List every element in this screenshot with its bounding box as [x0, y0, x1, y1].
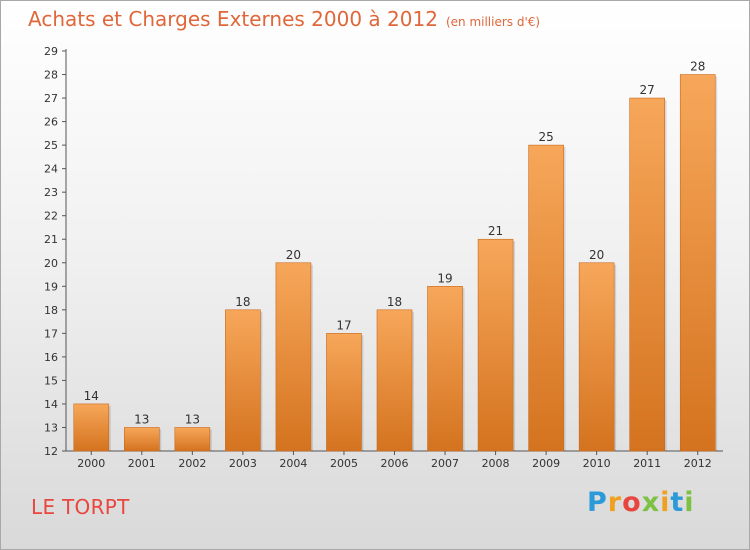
- title-line: Achats et Charges Externes 2000 à 2012 (e…: [28, 7, 540, 31]
- bar-value-label: 18: [235, 295, 250, 309]
- commune-name: LE TORPT: [31, 495, 130, 519]
- bar: [225, 309, 261, 452]
- y-tick-label: 23: [44, 186, 58, 199]
- x-tick-label: 2006: [381, 457, 409, 470]
- bar-value-label: 18: [387, 295, 402, 309]
- y-tick-label: 14: [44, 398, 58, 411]
- bar: [629, 97, 665, 452]
- y-tick-label: 21: [44, 233, 58, 246]
- bar: [326, 333, 362, 452]
- bar: [578, 262, 615, 452]
- x-tick-label: 2011: [633, 457, 661, 470]
- bar: [528, 144, 564, 452]
- x-axis-ticks: 2000 2001 2002 2003 2004 2005 2006 2007 2008 2009…: [77, 451, 712, 470]
- chart-title: Achats et Charges Externes 2000 à 2012: [28, 7, 438, 31]
- y-tick-label: 22: [44, 210, 58, 223]
- x-tick-label: 2012: [684, 457, 712, 470]
- bar-value-label: 13: [134, 412, 149, 426]
- bar-value-label: 28: [690, 60, 705, 74]
- y-tick-label: 13: [44, 421, 58, 434]
- bars: 14 13 13 18 20 17 18 19 21 25 20 27 28: [73, 60, 718, 452]
- y-tick-label: 18: [44, 304, 58, 317]
- bar: [427, 285, 463, 452]
- x-tick-label: 2010: [583, 457, 611, 470]
- bar-value-label: 25: [538, 130, 553, 144]
- proxiti-logo: Proxiti: [587, 487, 695, 518]
- bar: [174, 427, 211, 452]
- bar-value-label: 21: [488, 224, 503, 238]
- y-tick-label: 15: [44, 374, 58, 387]
- bar-value-label: 20: [286, 248, 301, 262]
- y-tick-label: 12: [44, 445, 58, 458]
- bar: [275, 262, 312, 452]
- y-tick-label: 19: [44, 280, 58, 293]
- x-tick-label: 2004: [279, 457, 307, 470]
- y-tick-label: 29: [44, 45, 58, 58]
- x-tick-label: 2009: [532, 457, 560, 470]
- x-tick-label: 2005: [330, 457, 358, 470]
- x-tick-label: 2003: [229, 457, 257, 470]
- bar-value-label: 20: [589, 248, 604, 262]
- y-tick-label: 28: [44, 69, 58, 82]
- bar-value-label: 17: [336, 318, 351, 332]
- bar-value-label: 19: [437, 271, 452, 285]
- bar: [477, 238, 514, 452]
- y-tick-label: 16: [44, 351, 58, 364]
- x-tick-label: 2000: [77, 457, 105, 470]
- chart-unit: (en milliers d'€): [445, 15, 541, 29]
- bar: [124, 427, 160, 452]
- bar: [376, 309, 413, 452]
- bar: [73, 403, 110, 452]
- y-tick-label: 17: [44, 327, 58, 340]
- bar-value-label: 27: [640, 83, 655, 97]
- y-axis-ticks: 12 13 14 15 16 17 18 19 20 21 22 23 24 25 26 27 28 29: [44, 45, 66, 458]
- x-tick-label: 2001: [128, 457, 156, 470]
- bar: [679, 74, 716, 452]
- y-tick-label: 26: [44, 116, 58, 129]
- x-tick-label: 2002: [178, 457, 206, 470]
- bar-value-label: 14: [84, 389, 99, 403]
- bar-value-label: 13: [185, 412, 200, 426]
- y-tick-label: 24: [44, 163, 58, 176]
- y-tick-label: 27: [44, 92, 58, 105]
- y-tick-label: 20: [44, 257, 58, 270]
- x-tick-label: 2008: [482, 457, 510, 470]
- x-tick-label: 2007: [431, 457, 459, 470]
- y-tick-label: 25: [44, 139, 58, 152]
